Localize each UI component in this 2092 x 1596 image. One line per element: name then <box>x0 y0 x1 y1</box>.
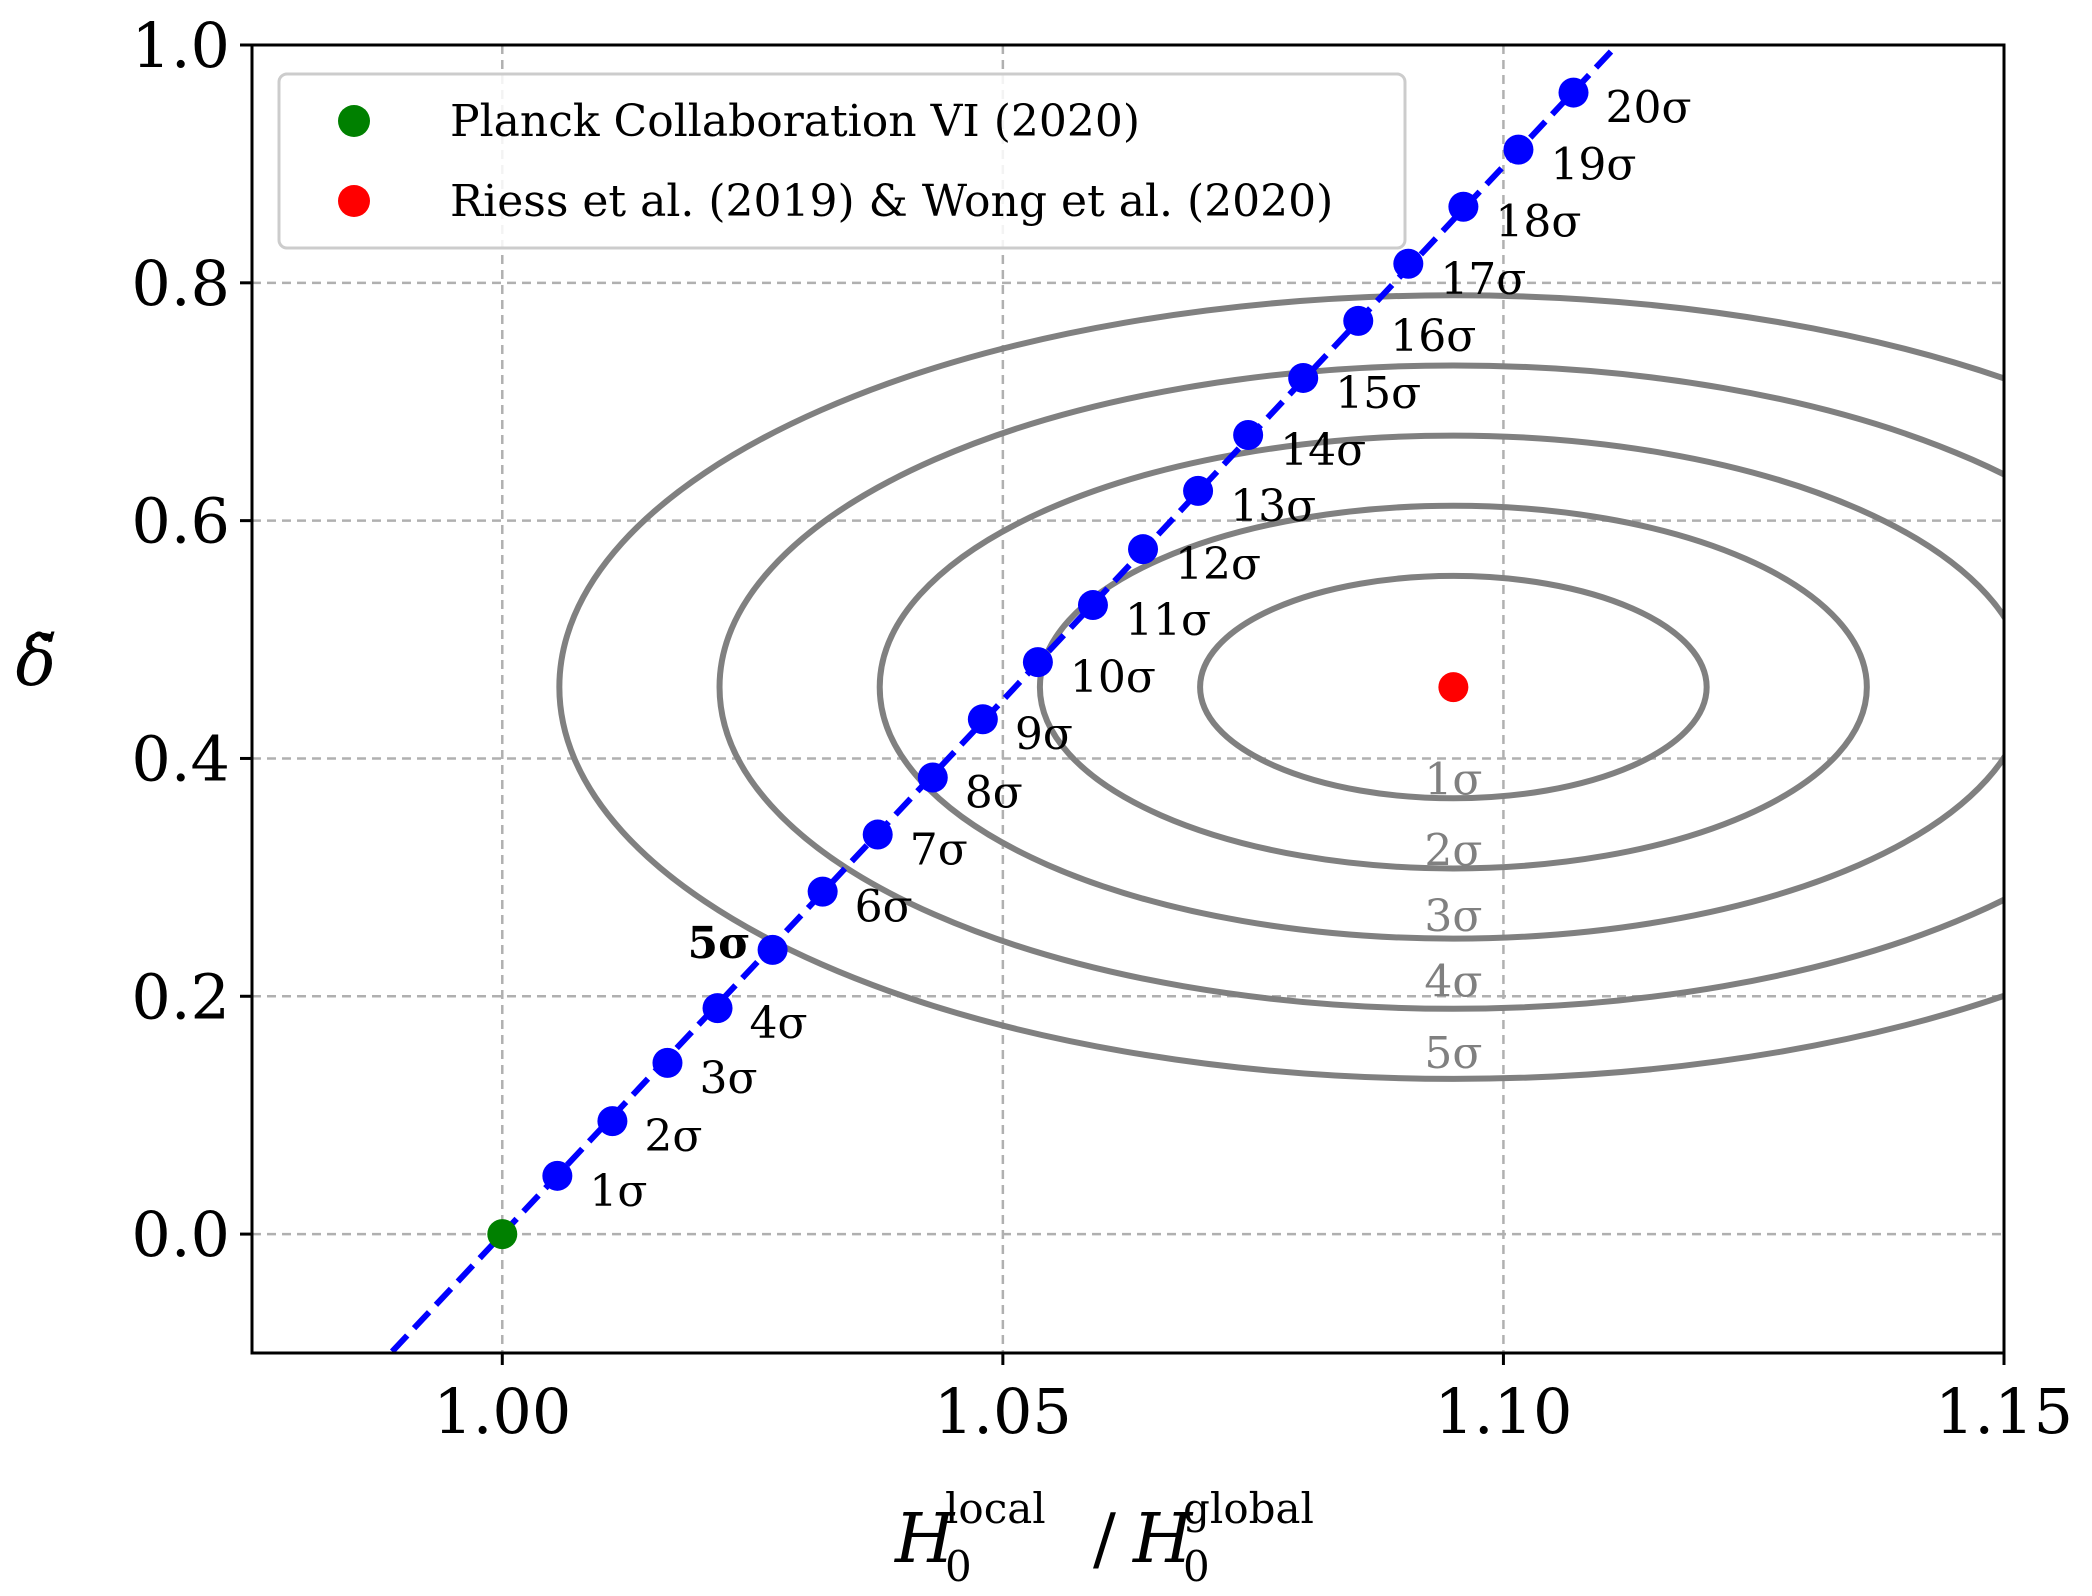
sigma-point-label: 11σ <box>1125 595 1211 646</box>
sigma-point-label: 1σ <box>589 1166 647 1217</box>
sigma-point-label: 12σ <box>1175 539 1261 590</box>
trend-line-layer <box>389 45 1622 1353</box>
y-tick-label: 0.8 <box>131 247 230 320</box>
sigma-point-label: 9σ <box>1015 709 1073 760</box>
x-axis-ticks: 1.00 1.05 1.10 1.15 <box>433 1353 2073 1448</box>
x-tick-label: 1.00 <box>433 1375 571 1448</box>
planck-point <box>487 1219 518 1250</box>
sigma-point <box>652 1047 683 1078</box>
sigma-point <box>542 1160 573 1191</box>
x-axis-title-base-left: H <box>893 1500 956 1579</box>
sigma-point <box>1288 362 1319 393</box>
sigma-point <box>917 762 948 793</box>
sigma-point-label: 3σ <box>699 1053 757 1104</box>
sigma-point-label: 7σ <box>910 825 968 876</box>
sigma-point <box>1128 534 1159 565</box>
sigma-point <box>1448 191 1479 222</box>
sigma-point-label: 20σ <box>1606 83 1692 134</box>
riess-wong-point <box>1438 672 1469 703</box>
x-axis-title-base-right: H <box>1131 1500 1194 1579</box>
x-axis-title-sup-right: global <box>1183 1484 1314 1533</box>
y-tick-label: 0.2 <box>131 960 230 1033</box>
contour-label: 1σ <box>1424 754 1482 805</box>
trend-line <box>389 45 1622 1353</box>
sigma-point-label: 15σ <box>1335 368 1421 419</box>
sigma-point-label: 6σ <box>855 882 913 933</box>
sigma-point <box>1558 77 1589 108</box>
sigma-point <box>702 993 733 1024</box>
x-axis-title-separator: / <box>1093 1500 1116 1579</box>
y-tick-label: 1.0 <box>131 9 230 82</box>
y-tick-label: 0.6 <box>131 485 230 558</box>
sigma-point <box>862 819 893 850</box>
contour-ellipse <box>876 432 2004 942</box>
legend: Planck Collaboration VI (2020) Riess et … <box>277 72 1407 250</box>
special-points <box>487 672 1469 1250</box>
x-axis-title-sub-right: 0 <box>1183 1542 1210 1591</box>
x-tick-label: 1.15 <box>1935 1375 2073 1448</box>
sigma-point-label: 10σ <box>1070 652 1156 703</box>
x-axis-title-sub-left: 0 <box>945 1542 972 1591</box>
sigma-point-label: 13σ <box>1230 481 1316 532</box>
legend-box <box>277 72 1407 250</box>
x-axis-title-sup-left: local <box>945 1484 1046 1533</box>
x-tick-label: 1.05 <box>934 1375 1072 1448</box>
contour-label: 3σ <box>1424 891 1482 942</box>
contour-label: 2σ <box>1424 826 1482 877</box>
sigma-point <box>807 876 838 907</box>
sigma-point <box>757 934 788 965</box>
sigma-point-label: 16σ <box>1390 311 1476 362</box>
sigma-point-label: 5σ <box>688 918 751 969</box>
legend-label-planck: Planck Collaboration VI (2020) <box>450 96 1140 147</box>
y-tick-label: 0.0 <box>131 1198 230 1271</box>
sigma-point <box>1343 305 1374 336</box>
y-tick-label: 0.4 <box>131 722 230 795</box>
sigma-point <box>967 704 998 735</box>
sigma-point-label: 14σ <box>1280 425 1366 476</box>
sigma-point-label: 8σ <box>965 767 1023 818</box>
legend-marker-planck <box>338 105 370 137</box>
contour-ellipses <box>556 292 2004 1082</box>
legend-label-riess-wong: Riess et al. (2019) & Wong et al. (2020) <box>450 176 1333 227</box>
sigma-point-label: 4σ <box>750 998 808 1049</box>
sigma-point-label: 18σ <box>1495 197 1581 248</box>
y-axis-ticks: 0.0 0.2 0.4 0.6 0.8 1.0 <box>131 9 252 1271</box>
contour-ellipse <box>1036 502 1870 872</box>
legend-marker-riess-wong <box>338 185 370 217</box>
plot-frame <box>250 43 2006 1355</box>
sigma-point <box>1077 590 1108 621</box>
contour-labels: 1σ 2σ 3σ 4σ 5σ <box>1424 754 1482 1078</box>
contour-label: 4σ <box>1424 956 1482 1007</box>
contour-ellipse <box>716 362 2004 1012</box>
sigma-point <box>1022 647 1053 678</box>
sigma-point-label: 19σ <box>1550 140 1636 191</box>
sigma-points <box>542 77 1589 1191</box>
sigma-point <box>1503 134 1534 165</box>
sigma-point <box>1393 248 1424 279</box>
sigma-point <box>1183 475 1214 506</box>
sigma-point <box>597 1106 628 1137</box>
contour-ellipse <box>1197 572 1710 802</box>
sigma-point-labels: 1σ2σ3σ4σ5σ6σ7σ8σ9σ10σ11σ12σ13σ14σ15σ16σ1… <box>589 83 1691 1217</box>
x-tick-label: 1.10 <box>1434 1375 1572 1448</box>
y-axis-title: δ̃ <box>16 623 57 702</box>
sigma-point <box>1233 420 1264 451</box>
sigma-point-label: 17σ <box>1440 254 1526 305</box>
sigma-point-label: 2σ <box>644 1111 702 1162</box>
x-axis-title: H 0 local / H 0 global <box>893 1484 1314 1591</box>
contour-ellipse <box>556 292 2004 1082</box>
contour-label: 5σ <box>1424 1028 1482 1079</box>
